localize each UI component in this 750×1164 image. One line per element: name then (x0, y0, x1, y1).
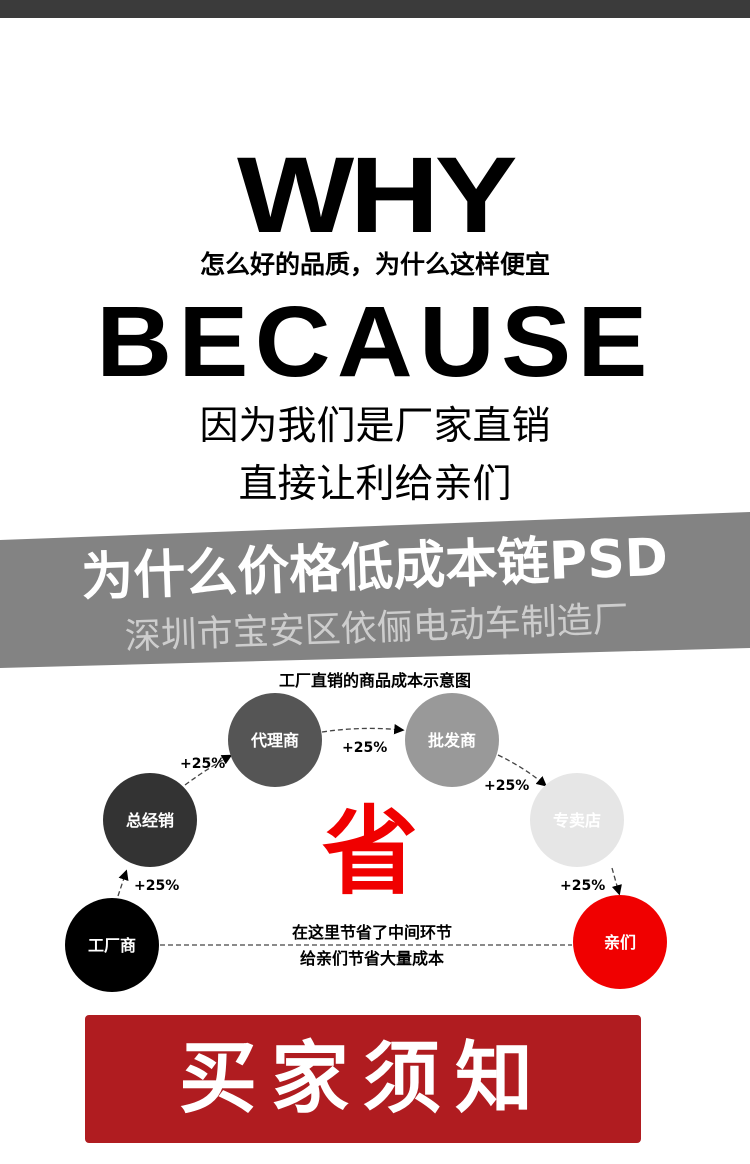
node-label: 批发商 (428, 731, 476, 750)
nodes (65, 693, 667, 992)
top-bar (0, 0, 750, 18)
because-headline: BECAUSE (96, 286, 654, 398)
buyer-notice-button[interactable]: 买家须知 (85, 1015, 641, 1143)
node-label: 总经销 (126, 811, 174, 830)
diagram-title: 工厂直销的商品成本示意图 (279, 671, 471, 690)
markup-2: +25% (180, 756, 225, 772)
node-label: 代理商 (250, 731, 299, 750)
node-general-distributor (103, 773, 197, 867)
markup-1: +25% (134, 878, 179, 894)
answer-line-2: 直接让利给亲们 (238, 462, 512, 507)
arrow-3 (321, 724, 405, 735)
answer-line-1: 因为我们是厂家直销 (199, 404, 551, 449)
node-label: 工厂商 (88, 936, 136, 955)
node-agent (228, 693, 322, 787)
cost-chain-diagram: 为什么价格低成本链PSD 深圳市宝安区依俪电动车制造厂 工厂直销的商品成本示意图… (0, 512, 750, 992)
arrow-5 (611, 867, 622, 896)
node-label: 专卖店 (553, 811, 601, 830)
node-customers (573, 895, 667, 989)
why-headline: WHY (237, 134, 518, 255)
markup-5: +25% (560, 878, 605, 894)
node-wholesaler (405, 693, 499, 787)
arrow-2 (184, 754, 233, 786)
arrow-4 (497, 754, 547, 787)
node-store (530, 773, 624, 867)
node-label: 亲们 (604, 933, 636, 952)
save-line-2: 给亲们节省大量成本 (300, 949, 444, 968)
save-character: 省 (322, 796, 418, 908)
save-line-1: 在这里节省了中间环节 (292, 923, 452, 942)
diagonal-banner (0, 512, 750, 668)
arrow-1 (117, 869, 129, 897)
question-text: 怎么好的品质，为什么这样便宜 (199, 250, 550, 279)
markup-3: +25% (342, 740, 387, 756)
markup-4: +25% (484, 778, 529, 794)
node-factory (65, 898, 159, 992)
